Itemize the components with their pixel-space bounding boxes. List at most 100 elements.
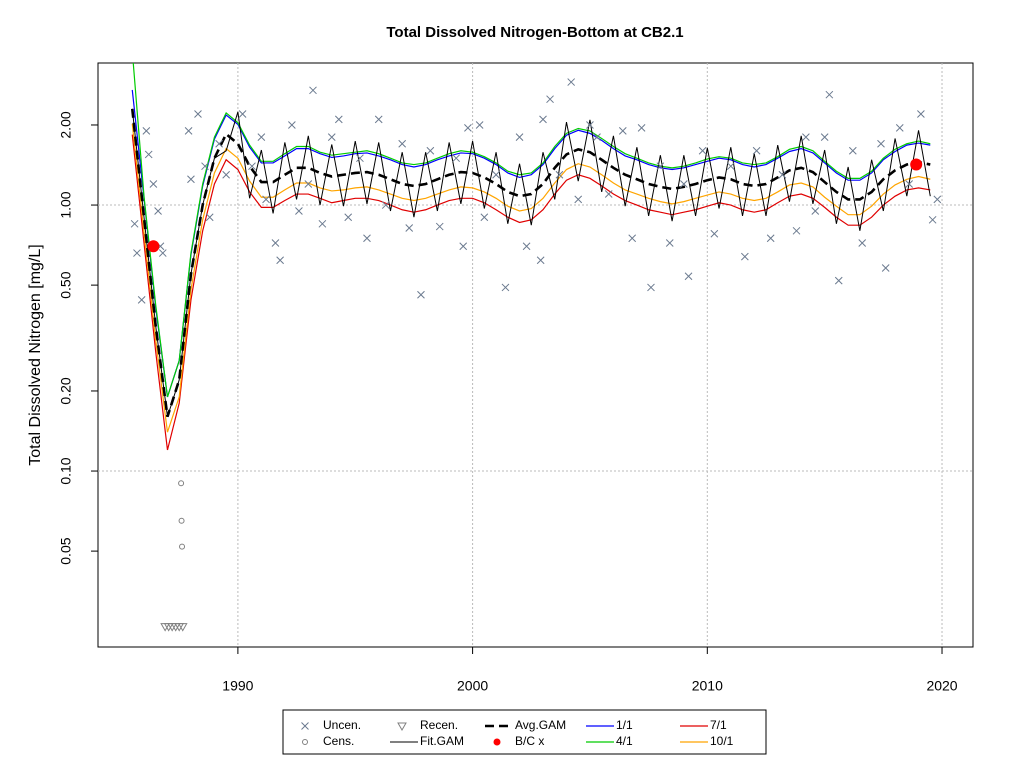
point	[825, 90, 834, 99]
point	[309, 86, 317, 95]
point	[179, 543, 186, 550]
line	[131, 89, 931, 398]
point	[710, 229, 719, 238]
legend-item: 1/1	[586, 718, 633, 732]
y-tick-label: 0.20	[58, 377, 74, 404]
point	[149, 180, 158, 188]
point	[679, 180, 688, 188]
point	[848, 146, 857, 155]
point	[452, 154, 461, 163]
point	[363, 234, 371, 243]
point	[271, 239, 280, 247]
point	[881, 264, 890, 272]
point	[567, 78, 576, 86]
point	[130, 219, 139, 228]
point	[522, 242, 531, 251]
point	[698, 146, 707, 155]
point	[459, 242, 468, 251]
point	[262, 195, 270, 204]
legend-item: Avg.GAM	[485, 718, 566, 732]
legend-label: Avg.GAM	[515, 718, 566, 732]
legend-item: B/C x	[493, 734, 544, 748]
point	[205, 213, 214, 222]
point	[546, 95, 554, 104]
line	[130, 108, 931, 418]
legend-item: 7/1	[680, 718, 727, 732]
legend-label: 1/1	[616, 718, 633, 732]
point	[628, 234, 637, 243]
point	[910, 158, 923, 171]
legend-box	[282, 709, 767, 755]
x-tick-label: 2000	[457, 678, 488, 694]
point	[928, 215, 937, 224]
legend-symbol	[493, 738, 501, 746]
point	[604, 190, 613, 198]
point	[895, 124, 904, 132]
point	[905, 180, 914, 188]
legend-symbol	[397, 722, 407, 732]
point	[334, 115, 343, 124]
y-tick-label: 2.00	[58, 111, 74, 138]
legend-label: Fit.GAM	[420, 734, 464, 748]
point	[877, 139, 885, 148]
point	[344, 213, 353, 222]
point	[142, 127, 151, 135]
point	[802, 133, 810, 141]
legend-symbol	[302, 739, 308, 745]
point	[637, 124, 646, 132]
point	[492, 170, 500, 179]
point	[158, 249, 167, 257]
point	[766, 234, 775, 243]
line	[131, 134, 931, 451]
line	[131, 123, 931, 433]
point	[917, 110, 925, 118]
legend-item: Recen.	[397, 718, 458, 732]
point	[464, 124, 472, 132]
point	[356, 154, 364, 163]
point	[858, 239, 867, 247]
legend-label: Uncen.	[323, 718, 361, 732]
point	[426, 146, 435, 155]
plot-area	[130, 63, 942, 632]
x-tick-label: 1990	[222, 678, 253, 694]
point	[480, 213, 489, 222]
point	[178, 480, 185, 487]
point	[539, 115, 547, 124]
point	[147, 240, 160, 253]
point	[417, 290, 425, 299]
point	[137, 296, 146, 304]
point	[327, 133, 336, 141]
legend-item: 4/1	[586, 734, 633, 748]
point	[154, 207, 162, 215]
legend-label: Recen.	[420, 718, 458, 732]
point	[752, 146, 761, 155]
point	[177, 623, 188, 632]
line	[131, 108, 931, 417]
point	[684, 272, 693, 281]
legend-label: 10/1	[710, 734, 734, 748]
x-tick-label: 2010	[692, 678, 723, 694]
point	[398, 139, 407, 148]
legend-label: 7/1	[710, 718, 727, 732]
point	[792, 226, 801, 235]
point	[647, 283, 655, 292]
point	[405, 224, 414, 232]
point	[295, 207, 303, 215]
y-tick-label: 0.50	[58, 271, 74, 298]
point	[288, 121, 296, 129]
y-tick-label: 1.00	[58, 191, 74, 218]
point	[133, 249, 141, 257]
legend-item: Cens.	[302, 734, 354, 748]
legend-label: Cens.	[323, 734, 354, 748]
point	[374, 115, 383, 124]
plot-frame	[97, 62, 974, 648]
point	[778, 170, 787, 179]
point	[381, 201, 390, 209]
point	[248, 162, 256, 171]
point	[276, 256, 284, 265]
point	[194, 110, 202, 118]
point	[215, 139, 223, 148]
point	[201, 162, 209, 171]
point	[475, 121, 484, 129]
